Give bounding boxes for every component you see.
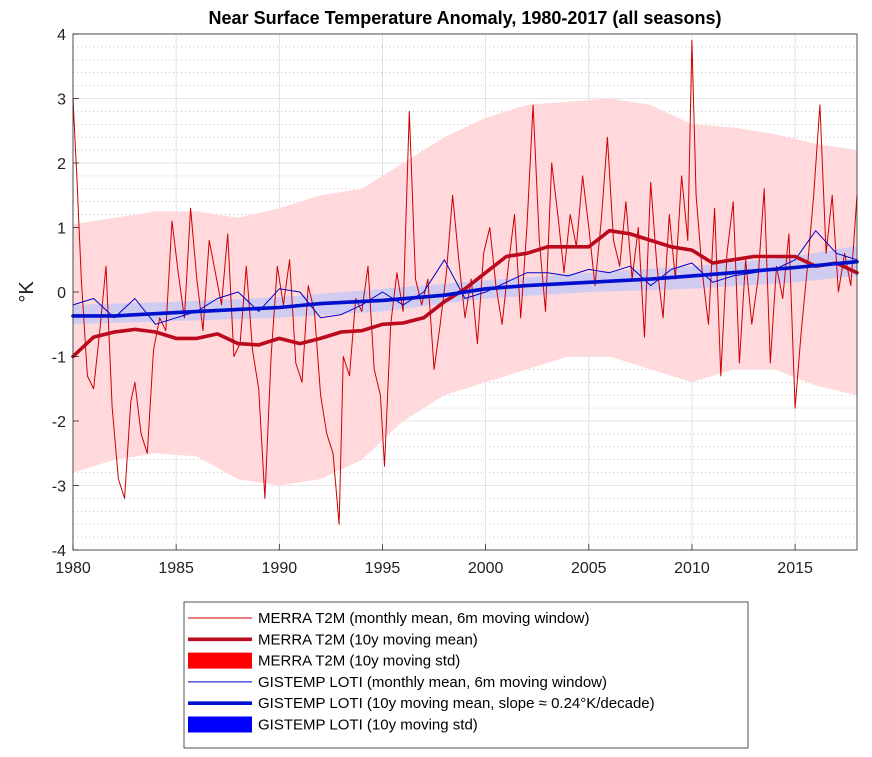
band-gistemp-loti-10y-moving-std (73, 245, 857, 325)
legend-label: MERRA T2M (10y moving mean) (258, 631, 478, 648)
x-tick-label: 2010 (674, 560, 710, 577)
x-tick-label: 1980 (55, 560, 91, 577)
y-axis-label: °K (16, 281, 38, 303)
legend-swatch (188, 716, 252, 733)
y-tick-label: -1 (52, 350, 66, 367)
axis-ticks: 1980 1985 1990 1995 2000 2005 2010 2015 -4 -3 -2 -1… (52, 27, 813, 577)
legend: MERRA T2M (monthly mean, 6m moving windo… (183, 601, 749, 749)
y-tick-label: -2 (52, 414, 66, 431)
line-gistemp-loti-10y-moving-mean-slope-0-24-k-decade (71, 259, 859, 318)
legend-label: MERRA T2M (monthly mean, 6m moving windo… (258, 610, 590, 627)
legend-swatch (188, 652, 252, 669)
y-tick-label: 3 (57, 92, 66, 109)
y-tick-label: 0 (57, 285, 66, 302)
y-tick-label: -3 (52, 479, 66, 496)
x-tick-label: 2015 (777, 560, 813, 577)
x-tick-label: 2005 (571, 560, 607, 577)
x-tick-label: 1985 (158, 560, 194, 577)
x-tick-label: 1995 (365, 560, 401, 577)
legend-label: GISTEMP LOTI (monthly mean, 6m moving wi… (258, 674, 607, 691)
legend-box (183, 601, 749, 749)
y-tick-label: 2 (57, 156, 66, 173)
x-tick-label: 1990 (262, 560, 298, 577)
series-lines (71, 39, 859, 525)
y-tick-label: 4 (57, 27, 66, 44)
legend-label: MERRA T2M (10y moving std) (258, 653, 460, 670)
legend-label: GISTEMP LOTI (10y moving std) (258, 717, 478, 734)
line-merra-t2m-10y-moving-mean (71, 228, 859, 359)
legend-label: GISTEMP LOTI (10y moving mean, slope ≈ 0… (258, 695, 655, 712)
line-gistemp-loti-monthly-mean-6m-moving-window (72, 230, 858, 325)
y-tick-label: 1 (57, 221, 66, 238)
x-tick-label: 2000 (468, 560, 504, 577)
y-tick-label: -4 (52, 543, 66, 560)
chart-title: Near Surface Temperature Anomaly, 1980-2… (209, 8, 722, 28)
